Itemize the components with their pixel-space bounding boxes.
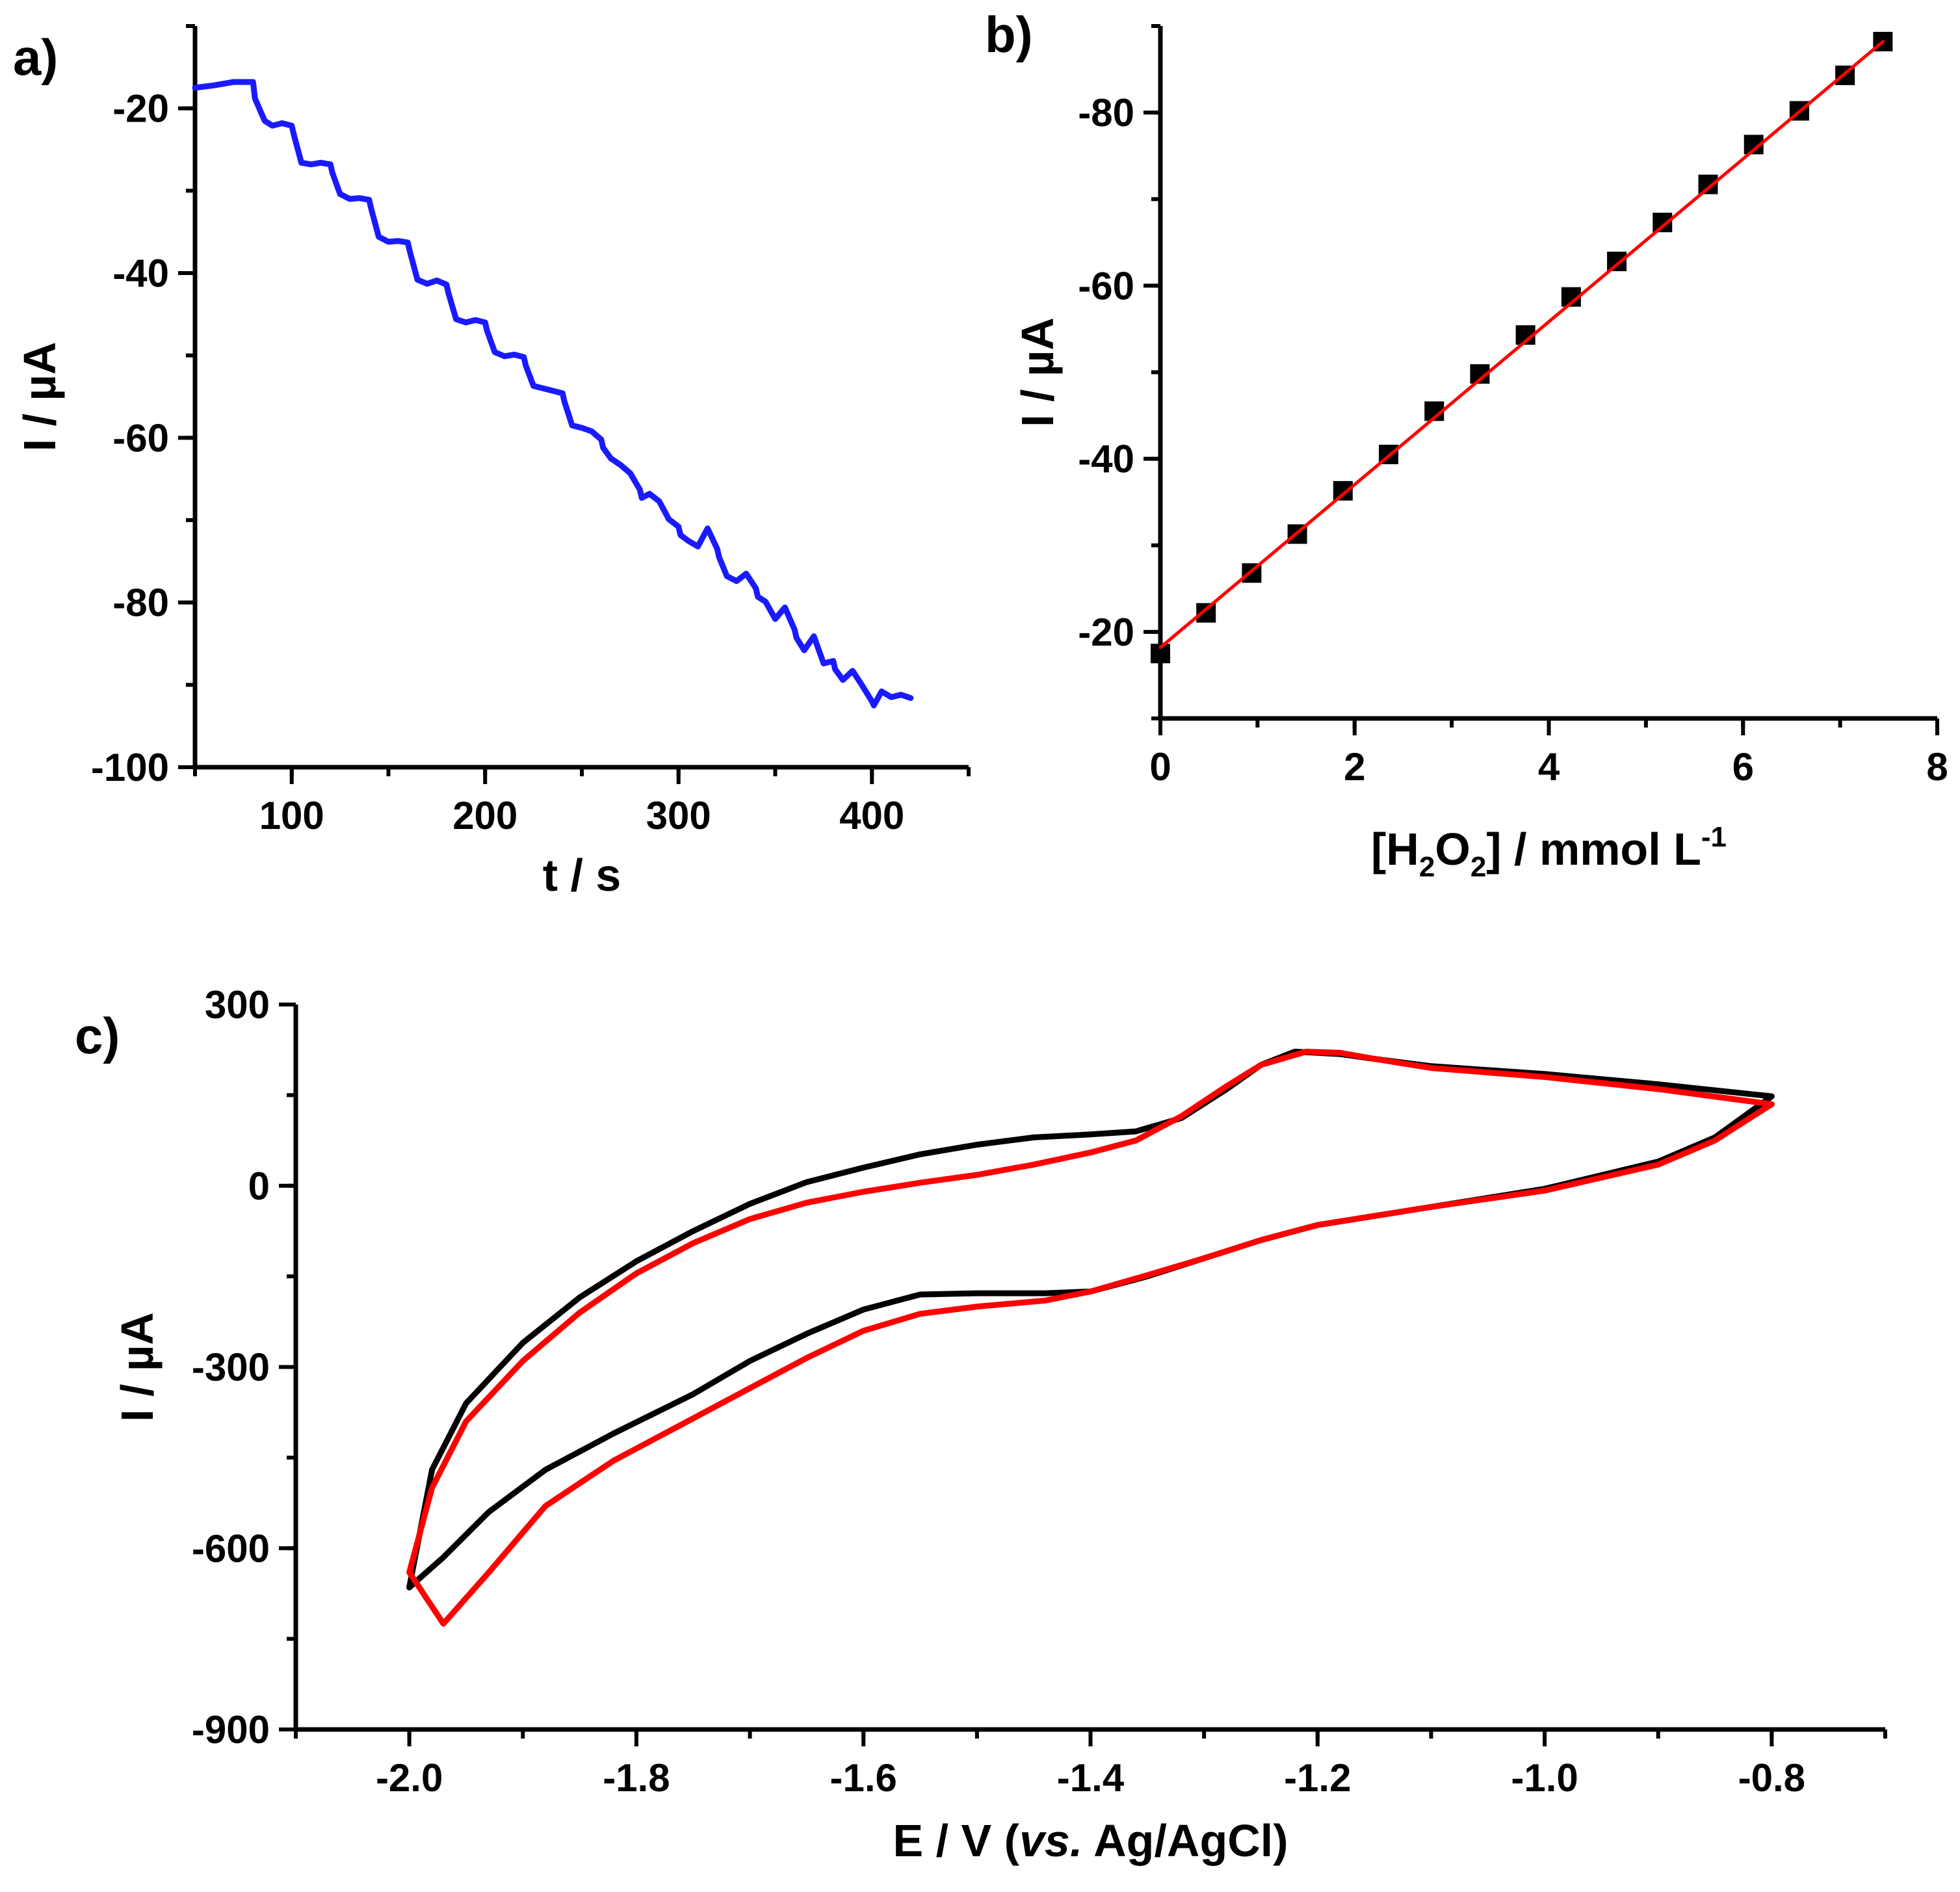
x-tick-label: -2.0 xyxy=(376,1756,443,1800)
y-tick-label: -100 xyxy=(91,746,169,789)
x-tick-label: 8 xyxy=(1926,745,1948,789)
x-tick-label: 2 xyxy=(1344,745,1365,789)
y-tick-label: -20 xyxy=(112,87,169,131)
series-line-2 xyxy=(1158,40,1885,650)
x-axis-title: E / V (vs. Ag/AgCl) xyxy=(893,1815,1288,1866)
y-axis-title: I / µA xyxy=(1012,317,1063,427)
series-line-2 xyxy=(406,1049,1775,1627)
x-tick-label: 400 xyxy=(839,794,904,837)
x-tick-label: 200 xyxy=(452,794,517,837)
x-tick-label: -1.2 xyxy=(1284,1756,1351,1800)
panel-b: 0 2 4 6 8 -20 -40 -60 -80 I / µA [H2O2] / mmol L-1… xyxy=(985,6,1948,883)
panel-a: 100 200 300 400 -20 -40 -60 -80 -100 I / µA t / s a… xyxy=(13,24,971,900)
panel-c: -2.0 -1.8 -1.6 -1.4 -1.2 -1.0 -0.8 300 0 -300 -600… xyxy=(75,983,1887,1866)
x-tick-label: -0.8 xyxy=(1738,1756,1805,1800)
y-axis-title: I / µA xyxy=(112,1312,163,1422)
y-tick-label: -60 xyxy=(112,416,169,460)
y-tick-label: -600 xyxy=(192,1527,270,1570)
x-tick-label: -1.6 xyxy=(830,1756,897,1800)
y-tick-label: -60 xyxy=(1078,264,1134,308)
x-tick-label: 300 xyxy=(646,794,711,837)
y-tick-label: -20 xyxy=(1078,611,1134,654)
x-tick-label: 100 xyxy=(259,794,324,837)
x-tick-label: 4 xyxy=(1538,745,1560,789)
x-tick-label: -1.8 xyxy=(603,1756,670,1800)
x-tick-label: -1.4 xyxy=(1057,1756,1125,1800)
panel-label: c) xyxy=(75,1007,120,1064)
data-point xyxy=(1607,252,1627,272)
x-tick-label: 6 xyxy=(1732,745,1754,789)
y-tick-label: -80 xyxy=(112,581,169,625)
x-axis-title: [H2O2] / mmol L-1 xyxy=(1371,821,1727,883)
panel-label: b) xyxy=(985,6,1033,63)
y-tick-label: -300 xyxy=(192,1346,270,1389)
y-tick-label: 0 xyxy=(248,1164,270,1208)
y-tick-label: -40 xyxy=(1078,438,1134,481)
y-tick-label: -40 xyxy=(112,252,169,295)
y-tick-label: -900 xyxy=(192,1708,270,1752)
data-point xyxy=(1333,480,1353,501)
x-tick-label: 0 xyxy=(1149,745,1171,789)
y-axis-title: I / µA xyxy=(14,342,65,452)
y-tick-label: -80 xyxy=(1078,91,1134,135)
x-axis-title: t / s xyxy=(543,850,621,900)
x-tick-label: -1.0 xyxy=(1511,1756,1578,1800)
series-line-1 xyxy=(192,79,914,709)
panel-label: a) xyxy=(13,29,58,86)
y-tick-label: 300 xyxy=(205,983,270,1027)
